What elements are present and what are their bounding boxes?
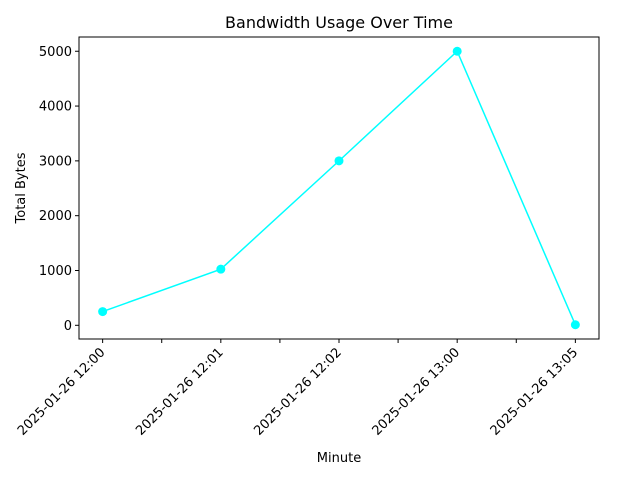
x-axis-label: Minute bbox=[317, 451, 361, 466]
data-point bbox=[216, 264, 226, 274]
data-point bbox=[452, 46, 462, 56]
data-series bbox=[98, 46, 580, 330]
y-tick-label: 3000 bbox=[39, 154, 72, 169]
data-point bbox=[570, 320, 580, 330]
y-axis: 0 1000 2000 3000 4000 5000 bbox=[39, 45, 79, 334]
data-point bbox=[334, 156, 344, 166]
y-tick-label: 0 bbox=[64, 319, 72, 334]
y-tick-label: 1000 bbox=[39, 264, 72, 279]
y-axis-label: Total Bytes bbox=[14, 152, 29, 224]
plot-frame bbox=[78, 36, 600, 340]
y-tick-label: 5000 bbox=[39, 45, 72, 60]
data-point bbox=[98, 307, 108, 317]
y-tick-label: 4000 bbox=[39, 100, 72, 115]
chart-title: Bandwidth Usage Over Time bbox=[225, 13, 453, 32]
y-tick-label: 2000 bbox=[39, 209, 72, 224]
